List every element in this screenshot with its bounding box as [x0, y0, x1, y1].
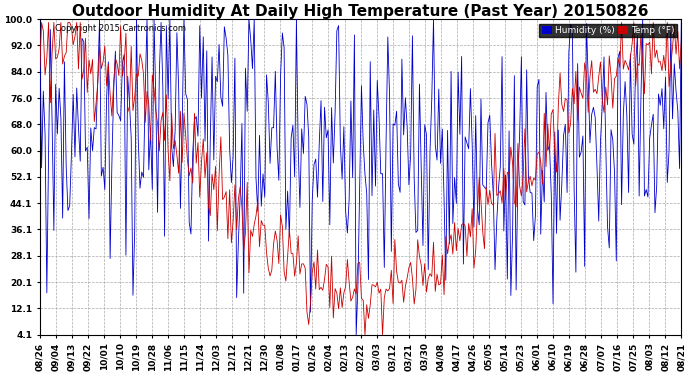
Title: Outdoor Humidity At Daily High Temperature (Past Year) 20150826: Outdoor Humidity At Daily High Temperatu…	[72, 4, 649, 19]
Legend: Humidity (%), Temp (°F): Humidity (%), Temp (°F)	[540, 24, 677, 37]
Text: Copyright 2015 Cartronics.com: Copyright 2015 Cartronics.com	[55, 24, 186, 33]
